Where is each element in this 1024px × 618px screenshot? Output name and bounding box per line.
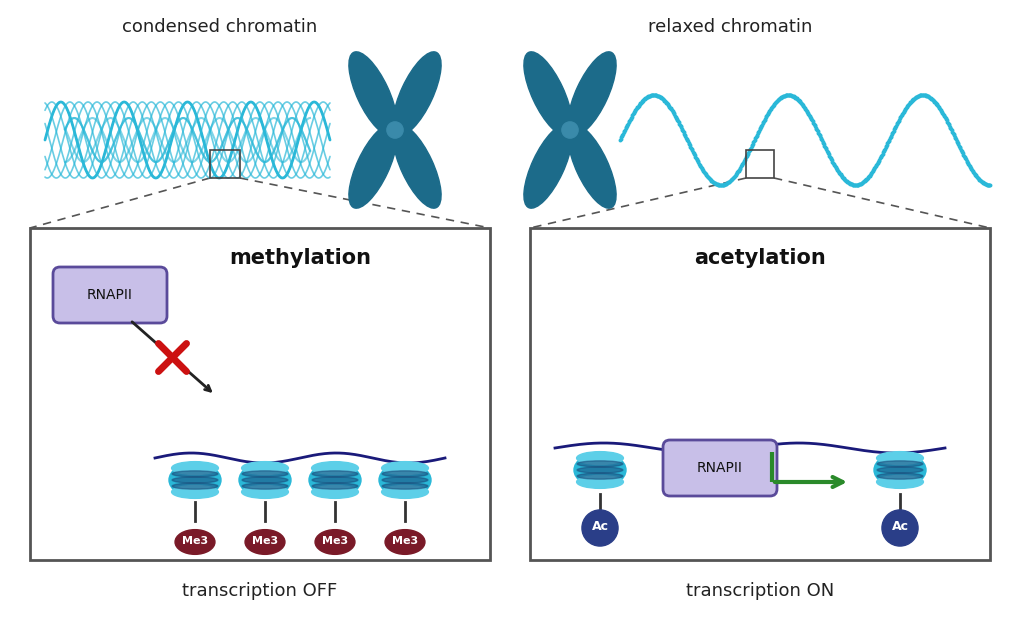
Text: Ac: Ac <box>892 520 908 533</box>
Ellipse shape <box>382 477 428 483</box>
Text: Me3: Me3 <box>252 536 279 546</box>
Text: Me3: Me3 <box>182 536 208 546</box>
Ellipse shape <box>878 473 923 479</box>
Ellipse shape <box>172 462 218 475</box>
Ellipse shape <box>242 477 288 483</box>
Ellipse shape <box>172 477 218 483</box>
Ellipse shape <box>568 52 616 135</box>
Bar <box>746 150 774 178</box>
Ellipse shape <box>312 477 357 483</box>
Text: RNAPII: RNAPII <box>697 461 743 475</box>
Text: RNAPII: RNAPII <box>87 288 133 302</box>
Ellipse shape <box>393 52 441 135</box>
Ellipse shape <box>877 475 924 488</box>
Ellipse shape <box>382 483 428 489</box>
Text: Ac: Ac <box>592 520 608 533</box>
Ellipse shape <box>393 125 441 208</box>
Ellipse shape <box>349 52 397 135</box>
Ellipse shape <box>312 471 357 477</box>
Ellipse shape <box>524 125 572 208</box>
Ellipse shape <box>245 530 285 554</box>
Ellipse shape <box>382 462 428 475</box>
Ellipse shape <box>172 486 218 498</box>
Bar <box>530 228 990 560</box>
Ellipse shape <box>239 463 291 497</box>
Text: methylation: methylation <box>229 248 371 268</box>
Ellipse shape <box>172 471 218 477</box>
Ellipse shape <box>577 452 624 465</box>
Ellipse shape <box>312 483 357 489</box>
Ellipse shape <box>878 467 923 473</box>
Ellipse shape <box>524 52 572 135</box>
Ellipse shape <box>877 452 924 465</box>
Bar <box>210 150 240 178</box>
Ellipse shape <box>169 463 221 497</box>
Ellipse shape <box>574 453 626 487</box>
Ellipse shape <box>382 486 428 498</box>
Ellipse shape <box>582 510 618 546</box>
Ellipse shape <box>349 125 397 208</box>
Ellipse shape <box>578 467 623 473</box>
FancyBboxPatch shape <box>53 267 167 323</box>
Ellipse shape <box>874 453 926 487</box>
Text: acetylation: acetylation <box>694 248 826 268</box>
Ellipse shape <box>382 471 428 477</box>
Ellipse shape <box>387 122 403 138</box>
Ellipse shape <box>311 462 358 475</box>
Ellipse shape <box>311 486 358 498</box>
Ellipse shape <box>578 461 623 467</box>
Ellipse shape <box>562 122 579 138</box>
Text: Me3: Me3 <box>322 536 348 546</box>
Ellipse shape <box>242 471 288 477</box>
Ellipse shape <box>379 463 431 497</box>
Ellipse shape <box>385 530 425 554</box>
Text: Me3: Me3 <box>392 536 418 546</box>
Ellipse shape <box>242 483 288 489</box>
Text: transcription OFF: transcription OFF <box>182 582 338 600</box>
Bar <box>30 228 490 560</box>
FancyBboxPatch shape <box>663 440 777 496</box>
Ellipse shape <box>242 486 289 498</box>
Text: transcription ON: transcription ON <box>686 582 835 600</box>
Ellipse shape <box>309 463 361 497</box>
Ellipse shape <box>568 125 616 208</box>
Ellipse shape <box>175 530 215 554</box>
Ellipse shape <box>878 461 923 467</box>
Ellipse shape <box>577 475 624 488</box>
Ellipse shape <box>882 510 919 546</box>
Ellipse shape <box>578 473 623 479</box>
Ellipse shape <box>172 483 218 489</box>
Text: condensed chromatin: condensed chromatin <box>123 18 317 36</box>
Text: relaxed chromatin: relaxed chromatin <box>648 18 812 36</box>
Ellipse shape <box>242 462 289 475</box>
Ellipse shape <box>315 530 355 554</box>
